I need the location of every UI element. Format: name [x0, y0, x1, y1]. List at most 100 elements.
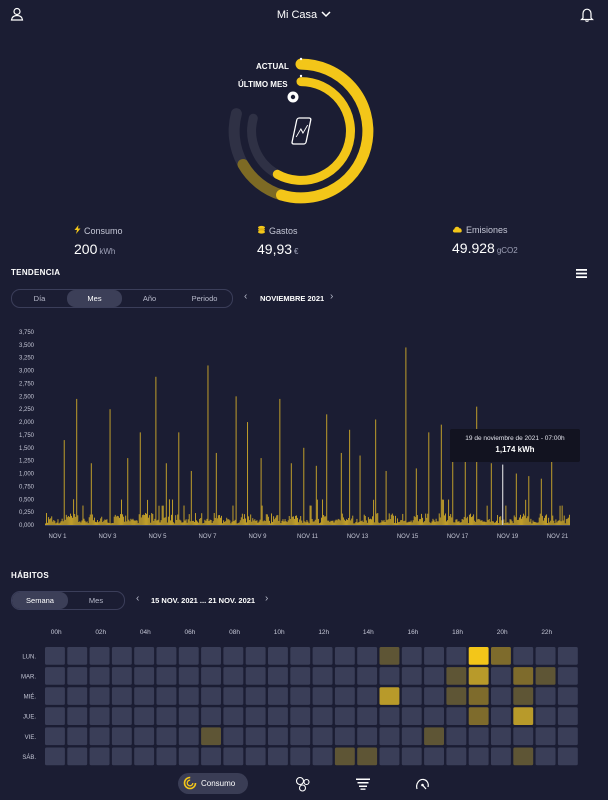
- chart-bar[interactable]: [522, 516, 524, 525]
- chart-bar[interactable]: [549, 522, 551, 525]
- chart-bar[interactable]: [554, 523, 556, 525]
- chart-bar[interactable]: [510, 519, 512, 525]
- chart-bar[interactable]: [218, 515, 220, 525]
- chart-bar[interactable]: [527, 516, 529, 525]
- chart-bar[interactable]: [401, 520, 403, 525]
- chart-bar[interactable]: [242, 519, 244, 525]
- chart-bar[interactable]: [216, 518, 218, 525]
- chart-bar[interactable]: [58, 523, 60, 525]
- chart-bar[interactable]: [413, 516, 415, 525]
- chart-bar[interactable]: [351, 518, 353, 525]
- chart-bar[interactable]: [56, 522, 58, 525]
- chart-bar[interactable]: [560, 521, 562, 525]
- chart-bar[interactable]: [505, 505, 507, 525]
- heatmap-cell[interactable]: [491, 647, 511, 665]
- chart-bar[interactable]: [354, 523, 356, 525]
- chart-bar[interactable]: [138, 514, 140, 525]
- heatmap-cell[interactable]: [379, 727, 400, 746]
- chart-bar[interactable]: [381, 520, 383, 525]
- heatmap-cell[interactable]: [201, 647, 221, 665]
- chart-bar[interactable]: [441, 499, 443, 525]
- chart-bar[interactable]: [448, 499, 450, 525]
- chart-bar[interactable]: [367, 517, 369, 525]
- chart-bar[interactable]: [274, 519, 276, 525]
- chart-bar[interactable]: [287, 520, 289, 525]
- chart-bar[interactable]: [240, 517, 242, 525]
- heatmap-cell[interactable]: [45, 727, 65, 746]
- heatmap-cell[interactable]: [334, 647, 355, 665]
- chart-bar[interactable]: [85, 522, 87, 525]
- heatmap-cell[interactable]: [401, 687, 422, 705]
- chart-bar[interactable]: [253, 520, 255, 525]
- chart-bar[interactable]: [491, 521, 493, 525]
- chart-bar[interactable]: [245, 518, 246, 525]
- chart-bar[interactable]: [495, 522, 496, 525]
- heatmap-cell[interactable]: [446, 667, 467, 685]
- chart-bar[interactable]: [472, 516, 474, 525]
- heatmap-cell[interactable]: [67, 727, 88, 746]
- chart-bar[interactable]: [261, 505, 263, 525]
- chart-bar[interactable]: [193, 521, 195, 525]
- chart-bar[interactable]: [127, 458, 129, 525]
- chart-bar[interactable]: [209, 519, 211, 525]
- heatmap-cell[interactable]: [268, 727, 288, 746]
- heatmap-cell[interactable]: [178, 687, 199, 705]
- chart-bar[interactable]: [188, 514, 190, 525]
- heatmap-cell[interactable]: [557, 747, 578, 766]
- heatmap-cell[interactable]: [134, 707, 155, 725]
- chart-bar[interactable]: [164, 517, 166, 525]
- chart-bar[interactable]: [426, 517, 428, 525]
- chart-bar[interactable]: [186, 522, 188, 525]
- heatmap-cell[interactable]: [357, 667, 378, 685]
- chart-bar[interactable]: [72, 517, 74, 525]
- chart-bar[interactable]: [462, 519, 464, 525]
- chart-bar[interactable]: [112, 523, 114, 525]
- chart-bar[interactable]: [445, 513, 446, 525]
- chart-bar[interactable]: [314, 519, 316, 525]
- chart-bar[interactable]: [100, 518, 102, 525]
- chart-bar[interactable]: [123, 516, 125, 525]
- chart-bar[interactable]: [205, 520, 207, 525]
- heatmap-cell[interactable]: [67, 667, 88, 685]
- chart-bar[interactable]: [108, 523, 110, 525]
- chart-bar[interactable]: [451, 517, 453, 525]
- heatmap-cell[interactable]: [223, 667, 244, 685]
- chart-bar[interactable]: [91, 514, 93, 525]
- chart-bar[interactable]: [550, 520, 552, 525]
- heatmap-cell[interactable]: [156, 727, 177, 746]
- chart-bar[interactable]: [48, 517, 50, 525]
- tab-semana[interactable]: Semana: [12, 592, 68, 609]
- chart-bar[interactable]: [388, 513, 390, 525]
- chart-bar[interactable]: [131, 519, 133, 525]
- chart-bar[interactable]: [474, 520, 476, 525]
- chart-bar[interactable]: [105, 519, 107, 525]
- chart-bar[interactable]: [470, 513, 471, 525]
- chart-bar[interactable]: [312, 521, 314, 525]
- chart-bar[interactable]: [81, 520, 83, 525]
- chart-bar[interactable]: [540, 478, 542, 525]
- chart-bar[interactable]: [446, 521, 447, 525]
- chart-bar[interactable]: [249, 520, 251, 525]
- chart-bar[interactable]: [442, 499, 444, 525]
- chart-bar[interactable]: [436, 521, 438, 525]
- chart-bar[interactable]: [103, 520, 105, 525]
- heatmap-cell[interactable]: [111, 707, 132, 725]
- chart-bar[interactable]: [450, 514, 452, 525]
- heatmap-cell[interactable]: [334, 727, 355, 746]
- chart-bar[interactable]: [320, 522, 321, 525]
- heatmap-cell[interactable]: [424, 687, 444, 705]
- heatmap-cell[interactable]: [268, 647, 288, 665]
- chart-bar[interactable]: [96, 522, 97, 525]
- chart-bar[interactable]: [68, 516, 70, 525]
- chart-bar[interactable]: [467, 523, 469, 525]
- chart-bar[interactable]: [457, 521, 459, 525]
- chart-bar[interactable]: [460, 522, 462, 525]
- heatmap-cell[interactable]: [111, 747, 132, 766]
- heatmap-cell[interactable]: [89, 727, 110, 746]
- chart-bar[interactable]: [379, 523, 381, 525]
- chart-bar[interactable]: [476, 406, 478, 525]
- chart-bar[interactable]: [516, 519, 518, 525]
- chart-bar[interactable]: [115, 516, 117, 525]
- chart-bar[interactable]: [523, 513, 525, 525]
- heatmap-cell[interactable]: [379, 747, 400, 766]
